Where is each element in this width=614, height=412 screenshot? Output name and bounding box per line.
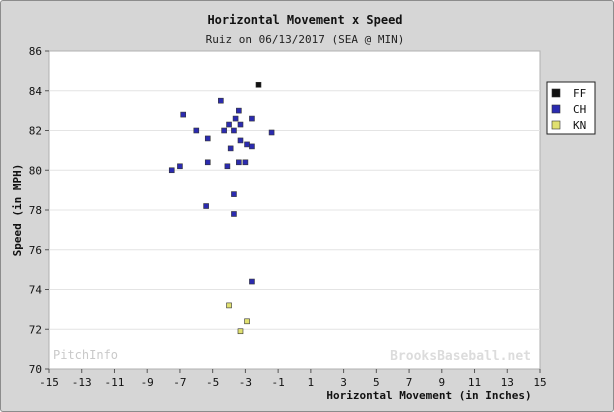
data-points <box>168 81 275 335</box>
data-point-kn <box>226 302 232 309</box>
x-tick-label: 11 <box>468 376 481 389</box>
x-tick-label: 9 <box>438 376 445 389</box>
x-tick-label: -3 <box>239 376 252 389</box>
data-point-ch <box>221 127 227 134</box>
data-point-ch <box>203 203 209 209</box>
y-tick-label: 74 <box>29 284 43 297</box>
legend-label-kn: KN <box>573 119 586 132</box>
x-tick-label: -15 <box>39 376 59 389</box>
data-point-ch <box>177 163 183 170</box>
data-point-ch <box>226 121 232 128</box>
grid <box>49 90 540 330</box>
data-point-ch <box>244 141 250 148</box>
legend: FF CH KN <box>546 81 596 135</box>
y-tick-label: 70 <box>29 363 42 376</box>
y-axis-label: Speed (in MPH) <box>11 164 24 257</box>
data-point-ch <box>249 115 255 122</box>
data-point-ch <box>242 159 249 166</box>
y-tick-label: 72 <box>29 323 42 336</box>
data-point-ch <box>180 111 187 118</box>
legend-swatch-kn <box>551 120 561 130</box>
y-tick-label: 76 <box>29 244 42 257</box>
data-point-ch <box>249 143 255 150</box>
x-tick-label: -13 <box>72 376 92 389</box>
x-tick-label: 5 <box>373 376 380 389</box>
data-point-ch <box>204 135 211 142</box>
data-point-ch <box>231 191 237 197</box>
legend-swatch-ch <box>551 104 561 114</box>
data-point-kn <box>237 328 244 335</box>
y-tick-label: 78 <box>29 204 42 217</box>
brooksbaseball-watermark: BrooksBaseball.net <box>390 349 531 364</box>
data-point-ch <box>231 211 237 217</box>
pitchinfo-watermark: PitchInfo <box>53 348 118 362</box>
data-point-kn <box>244 318 250 325</box>
x-tick-label: -1 <box>272 376 285 389</box>
x-tick-label: -7 <box>173 376 186 389</box>
x-tick-label: -11 <box>105 376 125 389</box>
x-axis-label: Horizontal Movement (in Inches) <box>326 389 531 402</box>
data-point-ch <box>268 129 275 136</box>
data-point-ch <box>231 127 237 134</box>
data-point-ch <box>237 121 244 128</box>
data-point-ff <box>255 81 262 88</box>
data-point-ch <box>193 127 200 134</box>
data-point-ch <box>224 163 231 170</box>
data-point-ch <box>237 137 244 144</box>
data-point-ch <box>236 159 242 166</box>
data-point-ch <box>249 278 255 285</box>
chart-subtitle: Ruiz on 06/13/2017 (SEA @ MIN) <box>206 33 405 46</box>
legend-label-ff: FF <box>573 87 586 100</box>
chart-title: Horizontal Movement x Speed <box>207 13 402 27</box>
x-tick-label: 7 <box>406 376 413 389</box>
x-tick-label: 1 <box>308 376 315 389</box>
legend-label-ch: CH <box>573 103 586 116</box>
x-tick-label: -5 <box>206 376 219 389</box>
x-tick-label: 13 <box>501 376 514 389</box>
y-tick-label: 82 <box>29 125 42 138</box>
data-point-ch <box>236 107 242 114</box>
data-point-ch <box>227 145 234 152</box>
y-tick-label: 80 <box>29 164 42 177</box>
data-point-ch <box>218 97 224 104</box>
data-point-ch <box>168 167 175 174</box>
data-point-ch <box>204 159 211 166</box>
x-tick-label: 15 <box>533 376 546 389</box>
x-tick-label: -9 <box>141 376 154 389</box>
y-tick-label: 84 <box>29 85 43 98</box>
x-tick-label: 3 <box>340 376 347 389</box>
legend-swatch-ff <box>551 88 561 98</box>
y-tick-label: 86 <box>29 45 42 58</box>
data-point-ch <box>232 115 239 122</box>
